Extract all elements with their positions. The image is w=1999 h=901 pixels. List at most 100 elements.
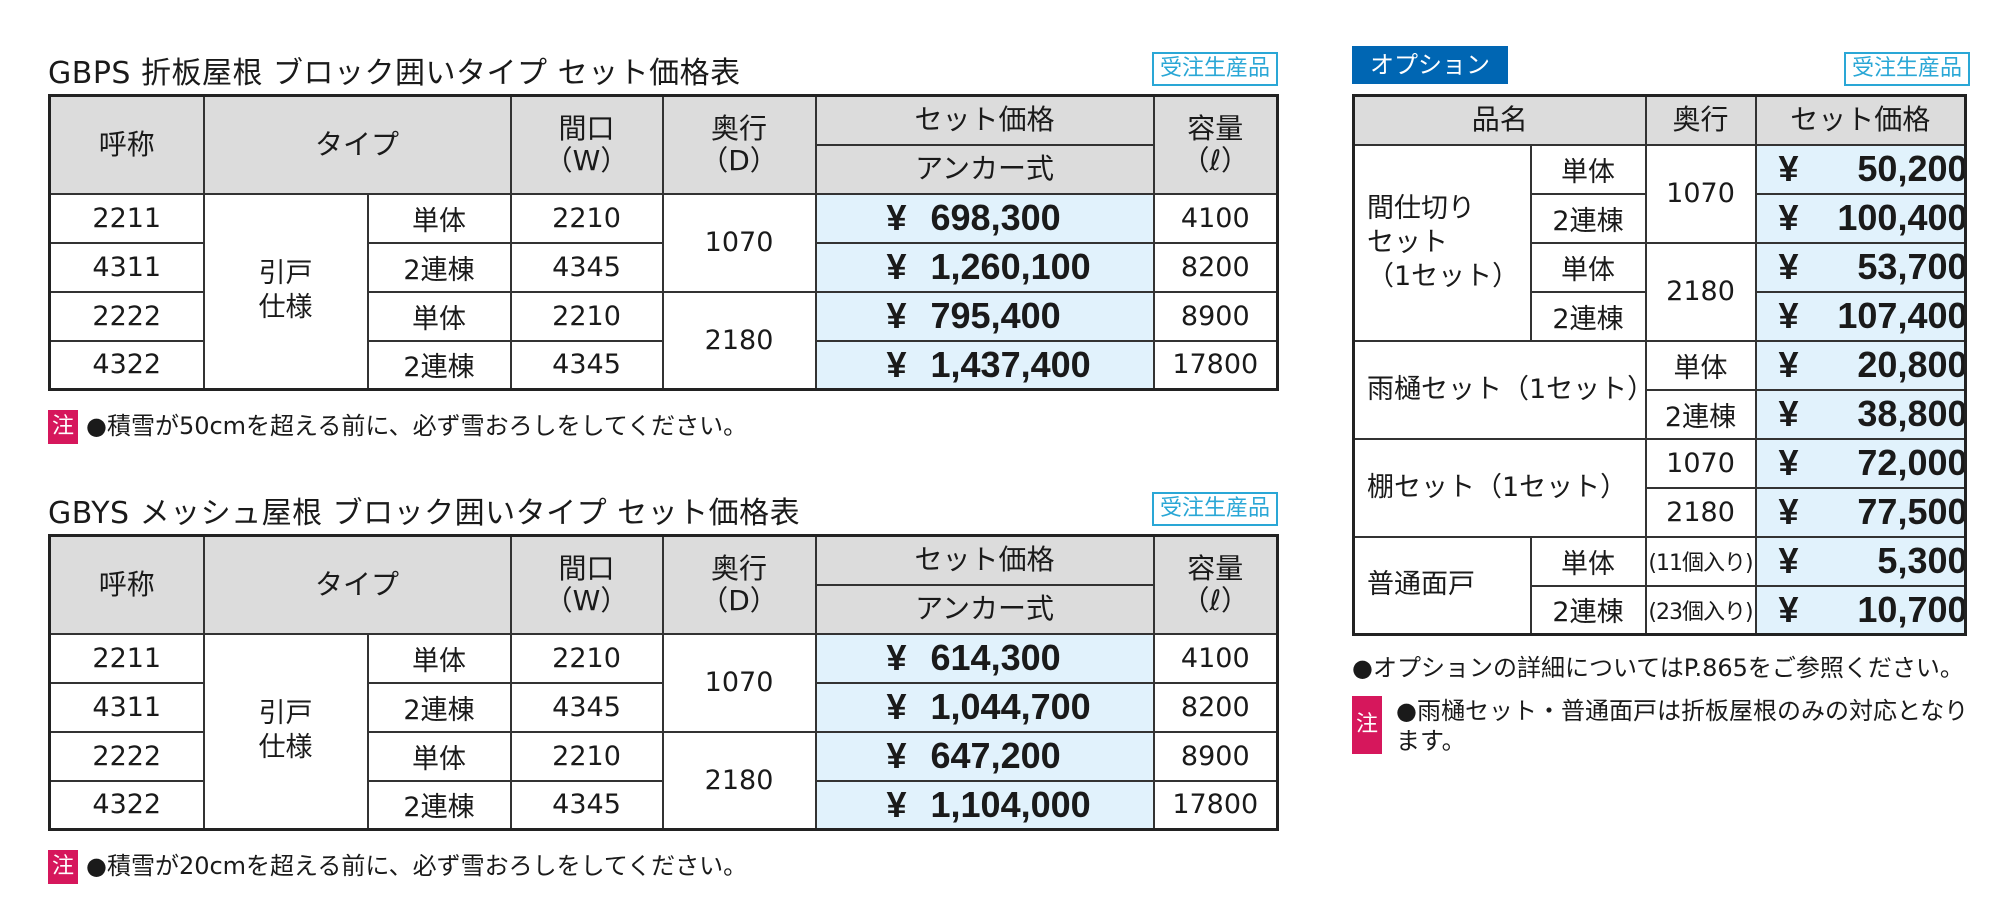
row-capacity: 4100 — [1152, 192, 1279, 244]
option-subtype: 2連棟 — [1529, 192, 1647, 244]
options-label: オプション — [1352, 46, 1508, 84]
table-row: 2180 ¥77,500 — [1354, 486, 1967, 538]
header-capacity: 容量 （ℓ） — [1152, 94, 1279, 195]
row-subtype: 2連棟 — [366, 241, 512, 293]
header-set-price: セット価格 — [814, 534, 1155, 586]
row-price: ¥1,104,000 — [814, 779, 1155, 831]
partition-name: 間仕切り セット （1セット） — [1352, 143, 1532, 342]
table-row: 単体 2180 ¥53,700 — [1354, 241, 1967, 342]
header-depth: 奥行 （D） — [661, 94, 817, 195]
yen-symbol: ¥ — [886, 783, 907, 825]
option-price: ¥5,300 — [1754, 535, 1967, 587]
header-width: 間口 （W） — [509, 534, 664, 635]
shelf-name: 棚セット（1セット） — [1352, 437, 1647, 538]
row-depth: 1070 — [661, 632, 817, 733]
note-text: ●雨樋セット・普通面戸は折板屋根のみの対応となります。 — [1396, 697, 1969, 755]
option-price: ¥107,400 — [1754, 290, 1967, 342]
price-amount: 77,500 — [1857, 491, 1966, 532]
option-quantity: (23個入り) — [1644, 584, 1757, 636]
option-price: ¥20,800 — [1754, 339, 1967, 391]
row-subtype: 単体 — [366, 632, 512, 684]
table1-price-table: 呼称 タイプ 間口 （W） 奥行 （D） セット価格 容量 （ℓ） アンカー式 … — [48, 94, 1280, 391]
yen-symbol: ¥ — [886, 686, 907, 727]
yen-symbol: ¥ — [1778, 295, 1799, 336]
row-width: 4345 — [509, 339, 664, 391]
yen-symbol: ¥ — [1778, 344, 1799, 385]
row-price: ¥795,400 — [814, 290, 1155, 342]
header-depth: 奥行 — [1644, 94, 1757, 146]
option-price: ¥72,000 — [1754, 437, 1967, 489]
yen-symbol: ¥ — [886, 295, 907, 336]
row-name: 4322 — [48, 339, 205, 391]
header-item: 品名 — [1352, 94, 1647, 146]
yen-symbol: ¥ — [1778, 491, 1799, 532]
header-anchor: アンカー式 — [814, 583, 1155, 635]
row-subtype: 単体 — [366, 730, 512, 782]
table-row: 2222 単体 2210 2180 ¥647,200 8900 — [48, 730, 1279, 831]
price-amount: 614,300 — [930, 637, 1061, 678]
row-capacity: 17800 — [1152, 779, 1279, 831]
yen-symbol: ¥ — [1778, 197, 1799, 238]
table-row: 2222 単体 2210 2180 ¥795,400 8900 — [48, 290, 1279, 391]
header-set-price: セット価格 — [814, 94, 1155, 146]
yen-symbol: ¥ — [886, 735, 907, 776]
note-text: ●積雪が20cmを超える前に、必ず雪おろしをしてください。 — [86, 852, 748, 880]
table-row: 2連棟 ¥107,400 — [1354, 290, 1967, 342]
yen-symbol: ¥ — [886, 343, 907, 385]
row-capacity: 4100 — [1152, 632, 1279, 684]
table-row: 2連棟 ¥100,400 — [1354, 192, 1967, 244]
table-row: 雨樋セット（1セット） 単体 ¥20,800 — [1352, 339, 1967, 440]
row-capacity: 8200 — [1152, 241, 1279, 293]
row-subtype: 2連棟 — [366, 681, 512, 733]
yen-symbol: ¥ — [886, 246, 907, 287]
header-type: タイプ — [202, 94, 512, 195]
option-price: ¥100,400 — [1754, 192, 1967, 244]
price-amount: 53,700 — [1857, 246, 1966, 287]
option-quantity: (11個入り) — [1644, 535, 1757, 587]
row-depth: 1070 — [661, 192, 817, 293]
row-capacity: 8900 — [1152, 730, 1279, 782]
note-icon: 注 — [1352, 696, 1382, 754]
row-price: ¥1,437,400 — [814, 339, 1155, 391]
row-price: ¥614,300 — [814, 632, 1155, 684]
row-width: 2210 — [509, 730, 664, 782]
table1-note: 注 ●積雪が50cmを超える前に、必ず雪おろしをしてください。 — [48, 410, 747, 444]
table-row: 間仕切り セット （1セット） 単体 1070 ¥50,200 — [1352, 143, 1967, 342]
note-icon: 注 — [48, 410, 78, 444]
row-depth: 2180 — [661, 290, 817, 391]
yen-symbol: ¥ — [1778, 148, 1799, 189]
row-subtype: 単体 — [366, 290, 512, 342]
options-detail-note: ●オプションの詳細についてはP.865をご参照ください。 — [1352, 654, 1964, 682]
price-amount: 1,437,400 — [930, 343, 1091, 385]
header-width: 間口 （W） — [509, 94, 664, 195]
table-row: 2連棟 ¥38,800 — [1354, 388, 1967, 440]
header-name: 呼称 — [48, 534, 205, 635]
yen-symbol: ¥ — [1778, 442, 1799, 483]
row-depth: 2180 — [661, 730, 817, 831]
options-limit-note: 注 ●雨樋セット・普通面戸は折板屋根のみの対応となります。 — [1352, 696, 1972, 756]
table-row: 4311 2連棟 4345 ¥1,044,700 8200 — [48, 681, 1279, 733]
table1-made-to-order-badge: 受注生産品 — [1152, 52, 1279, 86]
option-subtype: 単体 — [1529, 241, 1647, 293]
table-row: 4322 2連棟 4345 ¥1,437,400 17800 — [48, 339, 1279, 391]
row-price: ¥698,300 — [814, 192, 1155, 244]
price-amount: 20,800 — [1857, 344, 1966, 385]
yen-symbol: ¥ — [1778, 540, 1799, 581]
row-name: 4311 — [48, 241, 205, 293]
note-icon: 注 — [48, 850, 78, 884]
row-width: 2210 — [509, 290, 664, 342]
options-made-to-order-badge: 受注生産品 — [1844, 52, 1971, 86]
note-text: ●積雪が50cmを超える前に、必ず雪おろしをしてください。 — [86, 412, 748, 440]
option-subtype: 2連棟 — [1529, 584, 1647, 636]
row-width: 4345 — [509, 241, 664, 293]
yen-symbol: ¥ — [1778, 246, 1799, 287]
option-subtype: 2連棟 — [1529, 290, 1647, 342]
price-amount: 107,400 — [1837, 295, 1966, 336]
table2-made-to-order-badge: 受注生産品 — [1152, 492, 1279, 526]
price-amount: 72,000 — [1857, 442, 1966, 483]
option-depth: 1070 — [1644, 143, 1757, 244]
row-name: 4322 — [48, 779, 205, 831]
header-capacity: 容量 （ℓ） — [1152, 534, 1279, 635]
table2-price-table: 呼称 タイプ 間口 （W） 奥行 （D） セット価格 容量 （ℓ） アンカー式 … — [48, 534, 1280, 831]
option-subtype: 1070 — [1644, 437, 1757, 489]
